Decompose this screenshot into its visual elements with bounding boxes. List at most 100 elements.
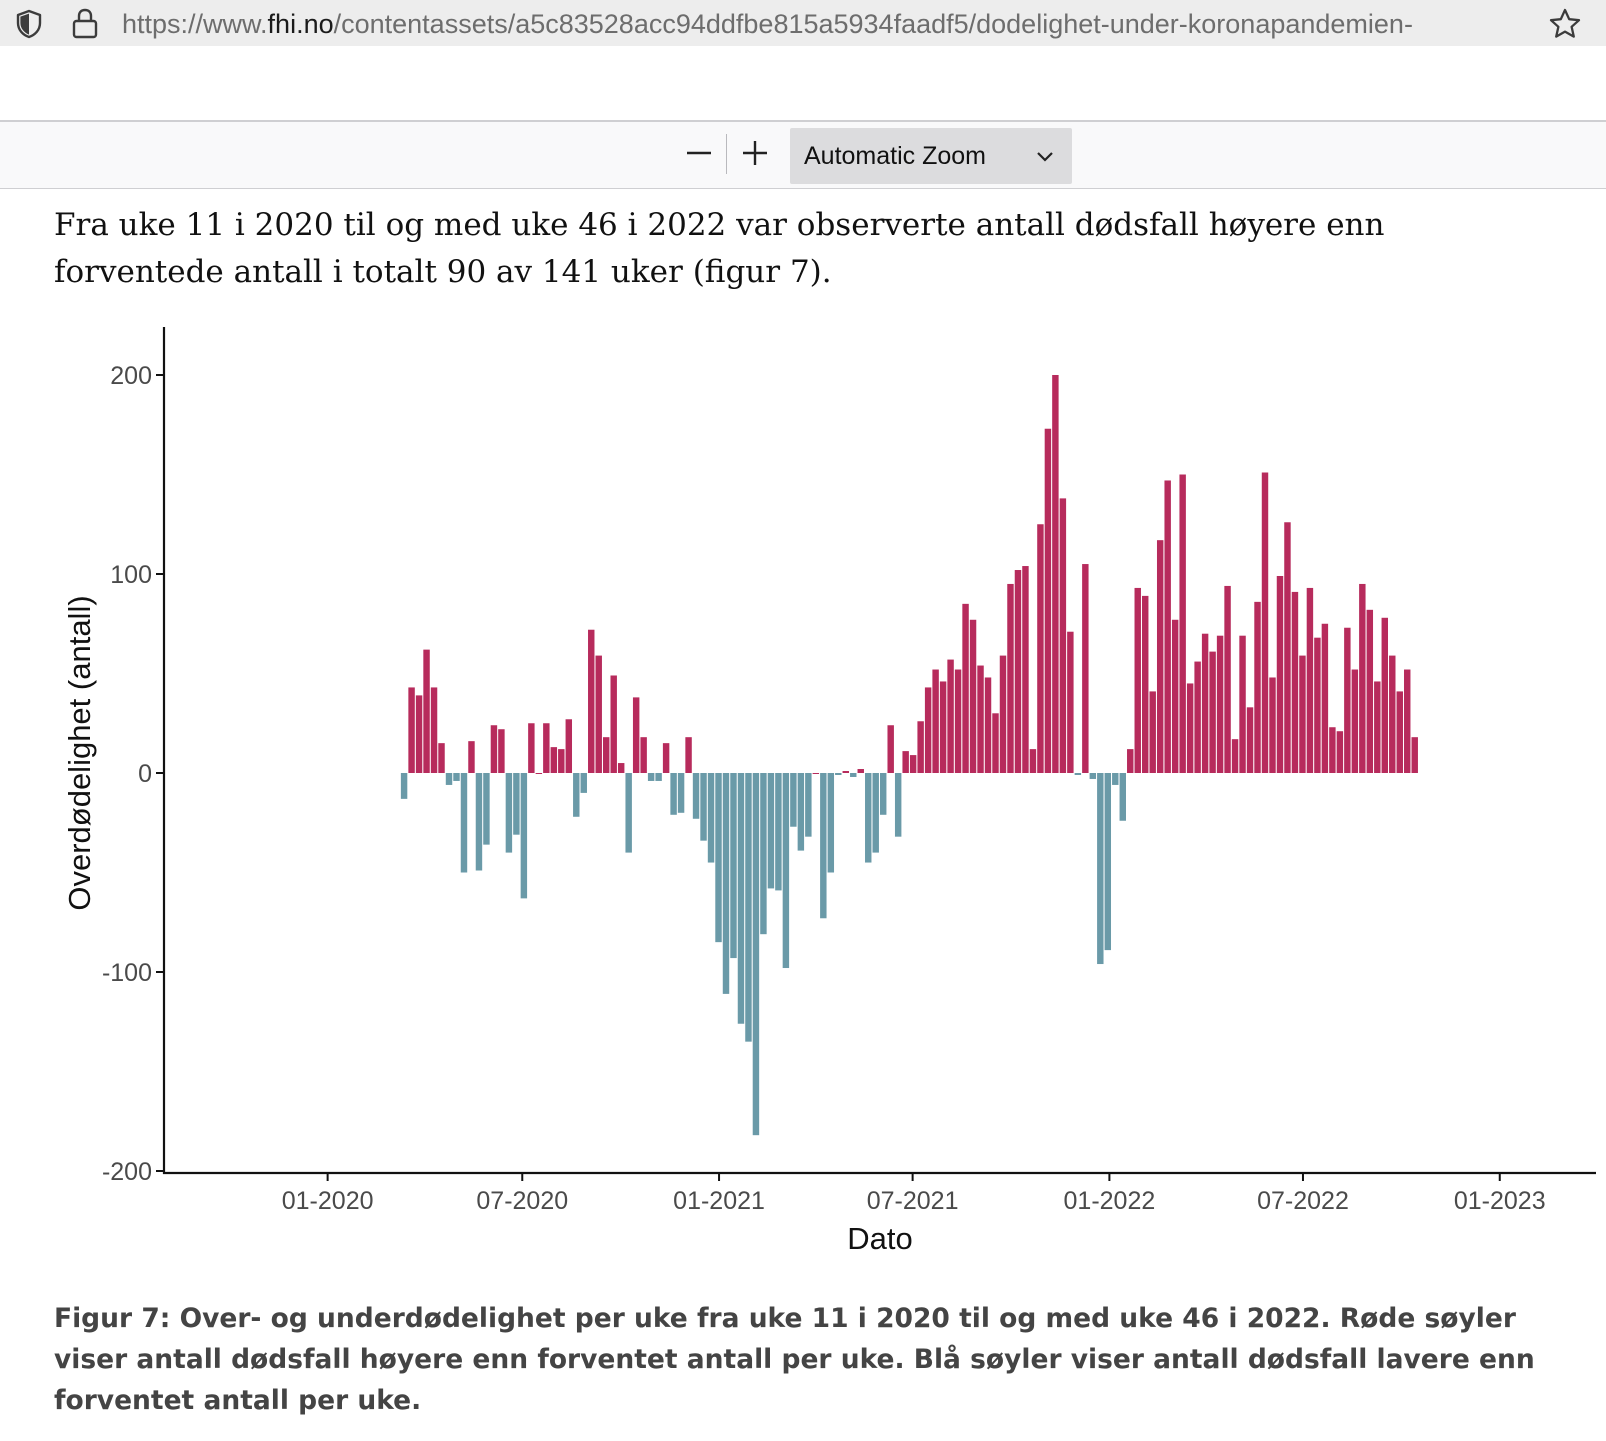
bar <box>812 773 820 774</box>
bar <box>872 773 879 853</box>
bar <box>894 773 902 837</box>
bar <box>954 669 962 773</box>
x-tick-label: 01-2020 <box>282 1187 374 1215</box>
zoom-select[interactable]: Automatic Zoom <box>790 128 1072 184</box>
bar <box>790 773 797 827</box>
bars-group <box>400 375 1418 1136</box>
bar <box>1321 623 1329 773</box>
bar <box>475 773 483 871</box>
bar <box>805 773 812 837</box>
bar <box>857 769 864 773</box>
bar <box>730 773 737 959</box>
bar <box>1216 635 1224 773</box>
bar <box>737 773 745 1024</box>
bar <box>1149 691 1156 773</box>
lock-icon[interactable] <box>70 7 100 39</box>
bar <box>827 773 835 873</box>
bar <box>430 687 438 773</box>
bar <box>528 723 535 773</box>
bar <box>1389 655 1396 773</box>
bar <box>1284 522 1291 773</box>
bar <box>1022 566 1029 773</box>
bar <box>610 675 617 773</box>
bar <box>423 649 430 773</box>
x-ticks-group: 01-2020 07-2020 01-2021 07-2021 01-2022 07-20… <box>282 1173 1546 1215</box>
url-field[interactable]: https://www.fhi.no/contentassets/a5c8352… <box>122 8 1534 40</box>
bar <box>835 773 842 775</box>
bar <box>588 629 595 773</box>
bar <box>917 721 924 773</box>
bar <box>1142 595 1149 773</box>
star-icon[interactable] <box>1548 7 1582 41</box>
bar <box>453 773 460 781</box>
bar <box>1127 749 1134 773</box>
bar <box>1254 601 1261 773</box>
bar <box>1074 773 1082 775</box>
bar <box>939 681 947 773</box>
bar <box>1231 739 1239 773</box>
bar <box>1224 585 1231 773</box>
bar <box>992 713 999 773</box>
bar <box>1261 472 1269 773</box>
url-path: /contentassets/a5c83528acc94ddfbe815a593… <box>333 9 1413 39</box>
bar <box>445 773 453 785</box>
bar <box>977 665 984 773</box>
bar <box>1014 570 1022 773</box>
bar <box>1156 540 1164 773</box>
x-tick-label: 07-2022 <box>1257 1187 1349 1215</box>
bar <box>647 773 655 781</box>
x-tick-label: 01-2023 <box>1454 1187 1546 1215</box>
bar <box>1037 524 1044 773</box>
url-domain: fhi.no <box>267 9 334 39</box>
bar <box>670 773 677 815</box>
bar <box>752 773 760 1136</box>
bar <box>932 669 939 773</box>
browser-url-bar: https://www.fhi.no/contentassets/a5c8352… <box>0 0 1606 46</box>
y-tick-label: 0 <box>138 760 152 788</box>
bar <box>520 773 528 899</box>
bar <box>1134 587 1141 773</box>
bar <box>797 773 805 851</box>
bar <box>924 687 932 773</box>
bar <box>1052 375 1059 773</box>
bar <box>490 725 498 773</box>
bar <box>640 737 647 773</box>
bar <box>999 655 1007 773</box>
bar <box>1164 480 1171 773</box>
bar <box>969 619 977 773</box>
bar <box>1179 474 1186 773</box>
bar <box>1007 583 1014 773</box>
pdf-toolbar: Automatic Zoom <box>0 120 1606 189</box>
bar <box>887 725 894 773</box>
chevron-down-icon <box>1037 152 1053 162</box>
bar <box>603 737 610 773</box>
bar <box>879 773 887 815</box>
bar <box>722 773 730 994</box>
bar <box>700 773 707 841</box>
bar <box>400 773 408 799</box>
bar <box>1097 773 1104 965</box>
bar <box>617 763 625 773</box>
bar <box>1396 691 1403 773</box>
bar <box>850 773 857 777</box>
bar <box>655 773 662 781</box>
bar <box>1269 677 1276 773</box>
bar <box>1029 749 1037 773</box>
shield-icon[interactable] <box>14 9 44 39</box>
excess-mortality-chart: 200 100 0 -100 -200 01-2020 07-2020 01-2021 07-… <box>62 327 1596 1256</box>
bar <box>1336 731 1344 773</box>
bar <box>1344 627 1351 773</box>
bar <box>558 749 565 773</box>
zoom-out-icon[interactable] <box>682 136 716 170</box>
bar <box>460 773 468 873</box>
zoom-in-icon[interactable] <box>738 136 772 170</box>
bar <box>1366 609 1374 773</box>
bar <box>692 773 700 819</box>
bar <box>1104 773 1112 951</box>
bar <box>1067 631 1074 773</box>
bar <box>1411 737 1418 773</box>
bar <box>1194 661 1201 773</box>
bar <box>1239 635 1246 773</box>
bar <box>984 677 992 773</box>
y-tick-label: -200 <box>102 1158 152 1186</box>
